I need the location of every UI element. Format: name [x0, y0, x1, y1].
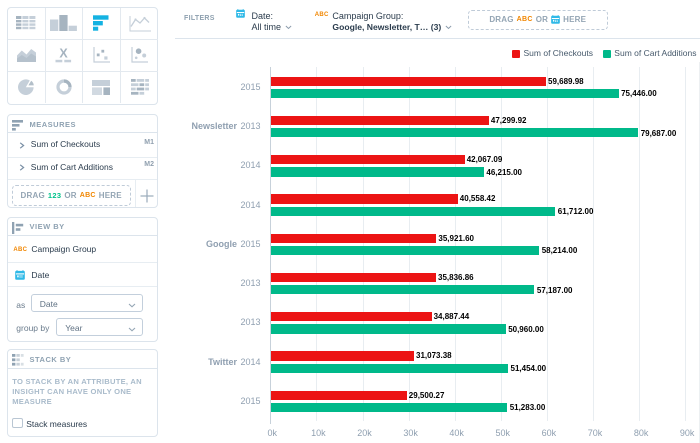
- svg-text:X: X: [60, 47, 69, 61]
